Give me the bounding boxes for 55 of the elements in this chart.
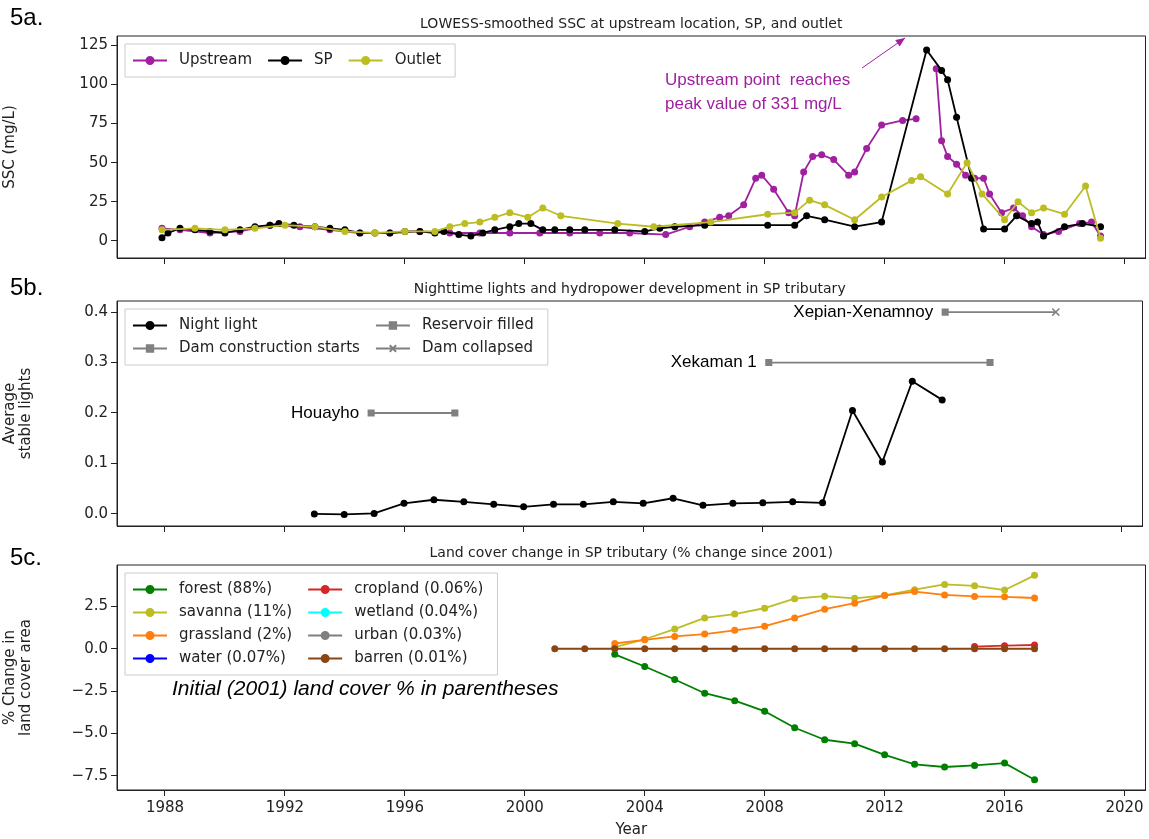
y-axis-title: SSC (mg/L): [0, 105, 18, 189]
chart-title: LOWESS-smoothed SSC at upstream location, SP, and outlet: [420, 15, 843, 31]
x-tick-label: 2000: [505, 797, 544, 816]
y-tick-label: 0: [98, 230, 108, 249]
y-tick-label: 50: [88, 152, 108, 171]
y-tick-label: 100: [79, 74, 108, 93]
legend-label: cropland (0.06%): [354, 579, 484, 598]
legend-label: SP: [314, 50, 333, 69]
y-tick-label: −7.5: [71, 765, 108, 784]
y-tick-label: 0.3: [84, 352, 108, 371]
legend-label: Night light: [179, 315, 258, 334]
annotation: Houayho: [291, 402, 360, 422]
y-tick-label: 0.4: [84, 301, 108, 320]
x-tick-label: 1996: [385, 797, 424, 816]
legend-label: Outlet: [394, 50, 442, 69]
legend-label: Reservoir filled: [421, 315, 534, 334]
x-tick-label: 2012: [865, 797, 904, 816]
y-tick-label: 0.0: [84, 638, 108, 657]
x-tick-label: 1988: [145, 797, 185, 816]
legend-label: Dam construction starts: [179, 338, 361, 357]
legend-label: Upstream: [179, 50, 253, 69]
legend-label: grassland (2%): [179, 625, 293, 644]
y-tick-label: −5.0: [71, 723, 108, 742]
chart-title: Nighttime lights and hydropower development in SP tributary: [413, 280, 846, 296]
legend-label: forest (88%): [179, 579, 273, 598]
x-tick-label: 2004: [625, 797, 664, 816]
y-axis-title: % Change in land cover area: [0, 618, 34, 737]
legend-label: water (0.07%): [179, 648, 286, 667]
y-tick-label: 75: [88, 113, 108, 132]
text: 5b.: [10, 272, 44, 300]
y-tick-label: 2.5: [84, 596, 108, 615]
annotation: Xepian-Xenamnoy: [793, 301, 934, 321]
annotation: Initial (2001) land cover % in parentheses: [172, 675, 559, 699]
y-tick-label: 0.2: [84, 402, 108, 421]
text: 5c.: [10, 542, 43, 570]
legend-label: barren (0.01%): [354, 648, 468, 667]
legend-label: Dam collapsed: [421, 338, 534, 357]
annotation: Xekaman 1: [670, 352, 757, 372]
y-tick-label: 0.0: [84, 503, 108, 522]
x-tick-label: 1992: [265, 797, 305, 816]
legend-label: savanna (11%): [179, 602, 293, 621]
annotation: Upstream point reaches peak value of 331 mg/L: [665, 70, 851, 113]
x-tick-label: 2016: [985, 797, 1024, 816]
x-tick-label: 2008: [745, 797, 784, 816]
x-axis-title: Year: [614, 819, 648, 838]
legend-label: urban (0.03%): [354, 625, 463, 644]
legend-label: wetland (0.04%): [354, 602, 479, 621]
chart-title: Land cover change in SP tributary (% change since 2001): [429, 544, 833, 560]
y-tick-label: 125: [79, 35, 108, 54]
y-tick-label: −2.5: [71, 680, 108, 699]
y-tick-label: 0.1: [84, 453, 108, 472]
y-tick-label: 25: [88, 191, 108, 210]
y-axis-title: Average stable lights: [0, 367, 34, 460]
x-tick-label: 2020: [1105, 797, 1144, 816]
text: 5a.: [10, 2, 44, 30]
